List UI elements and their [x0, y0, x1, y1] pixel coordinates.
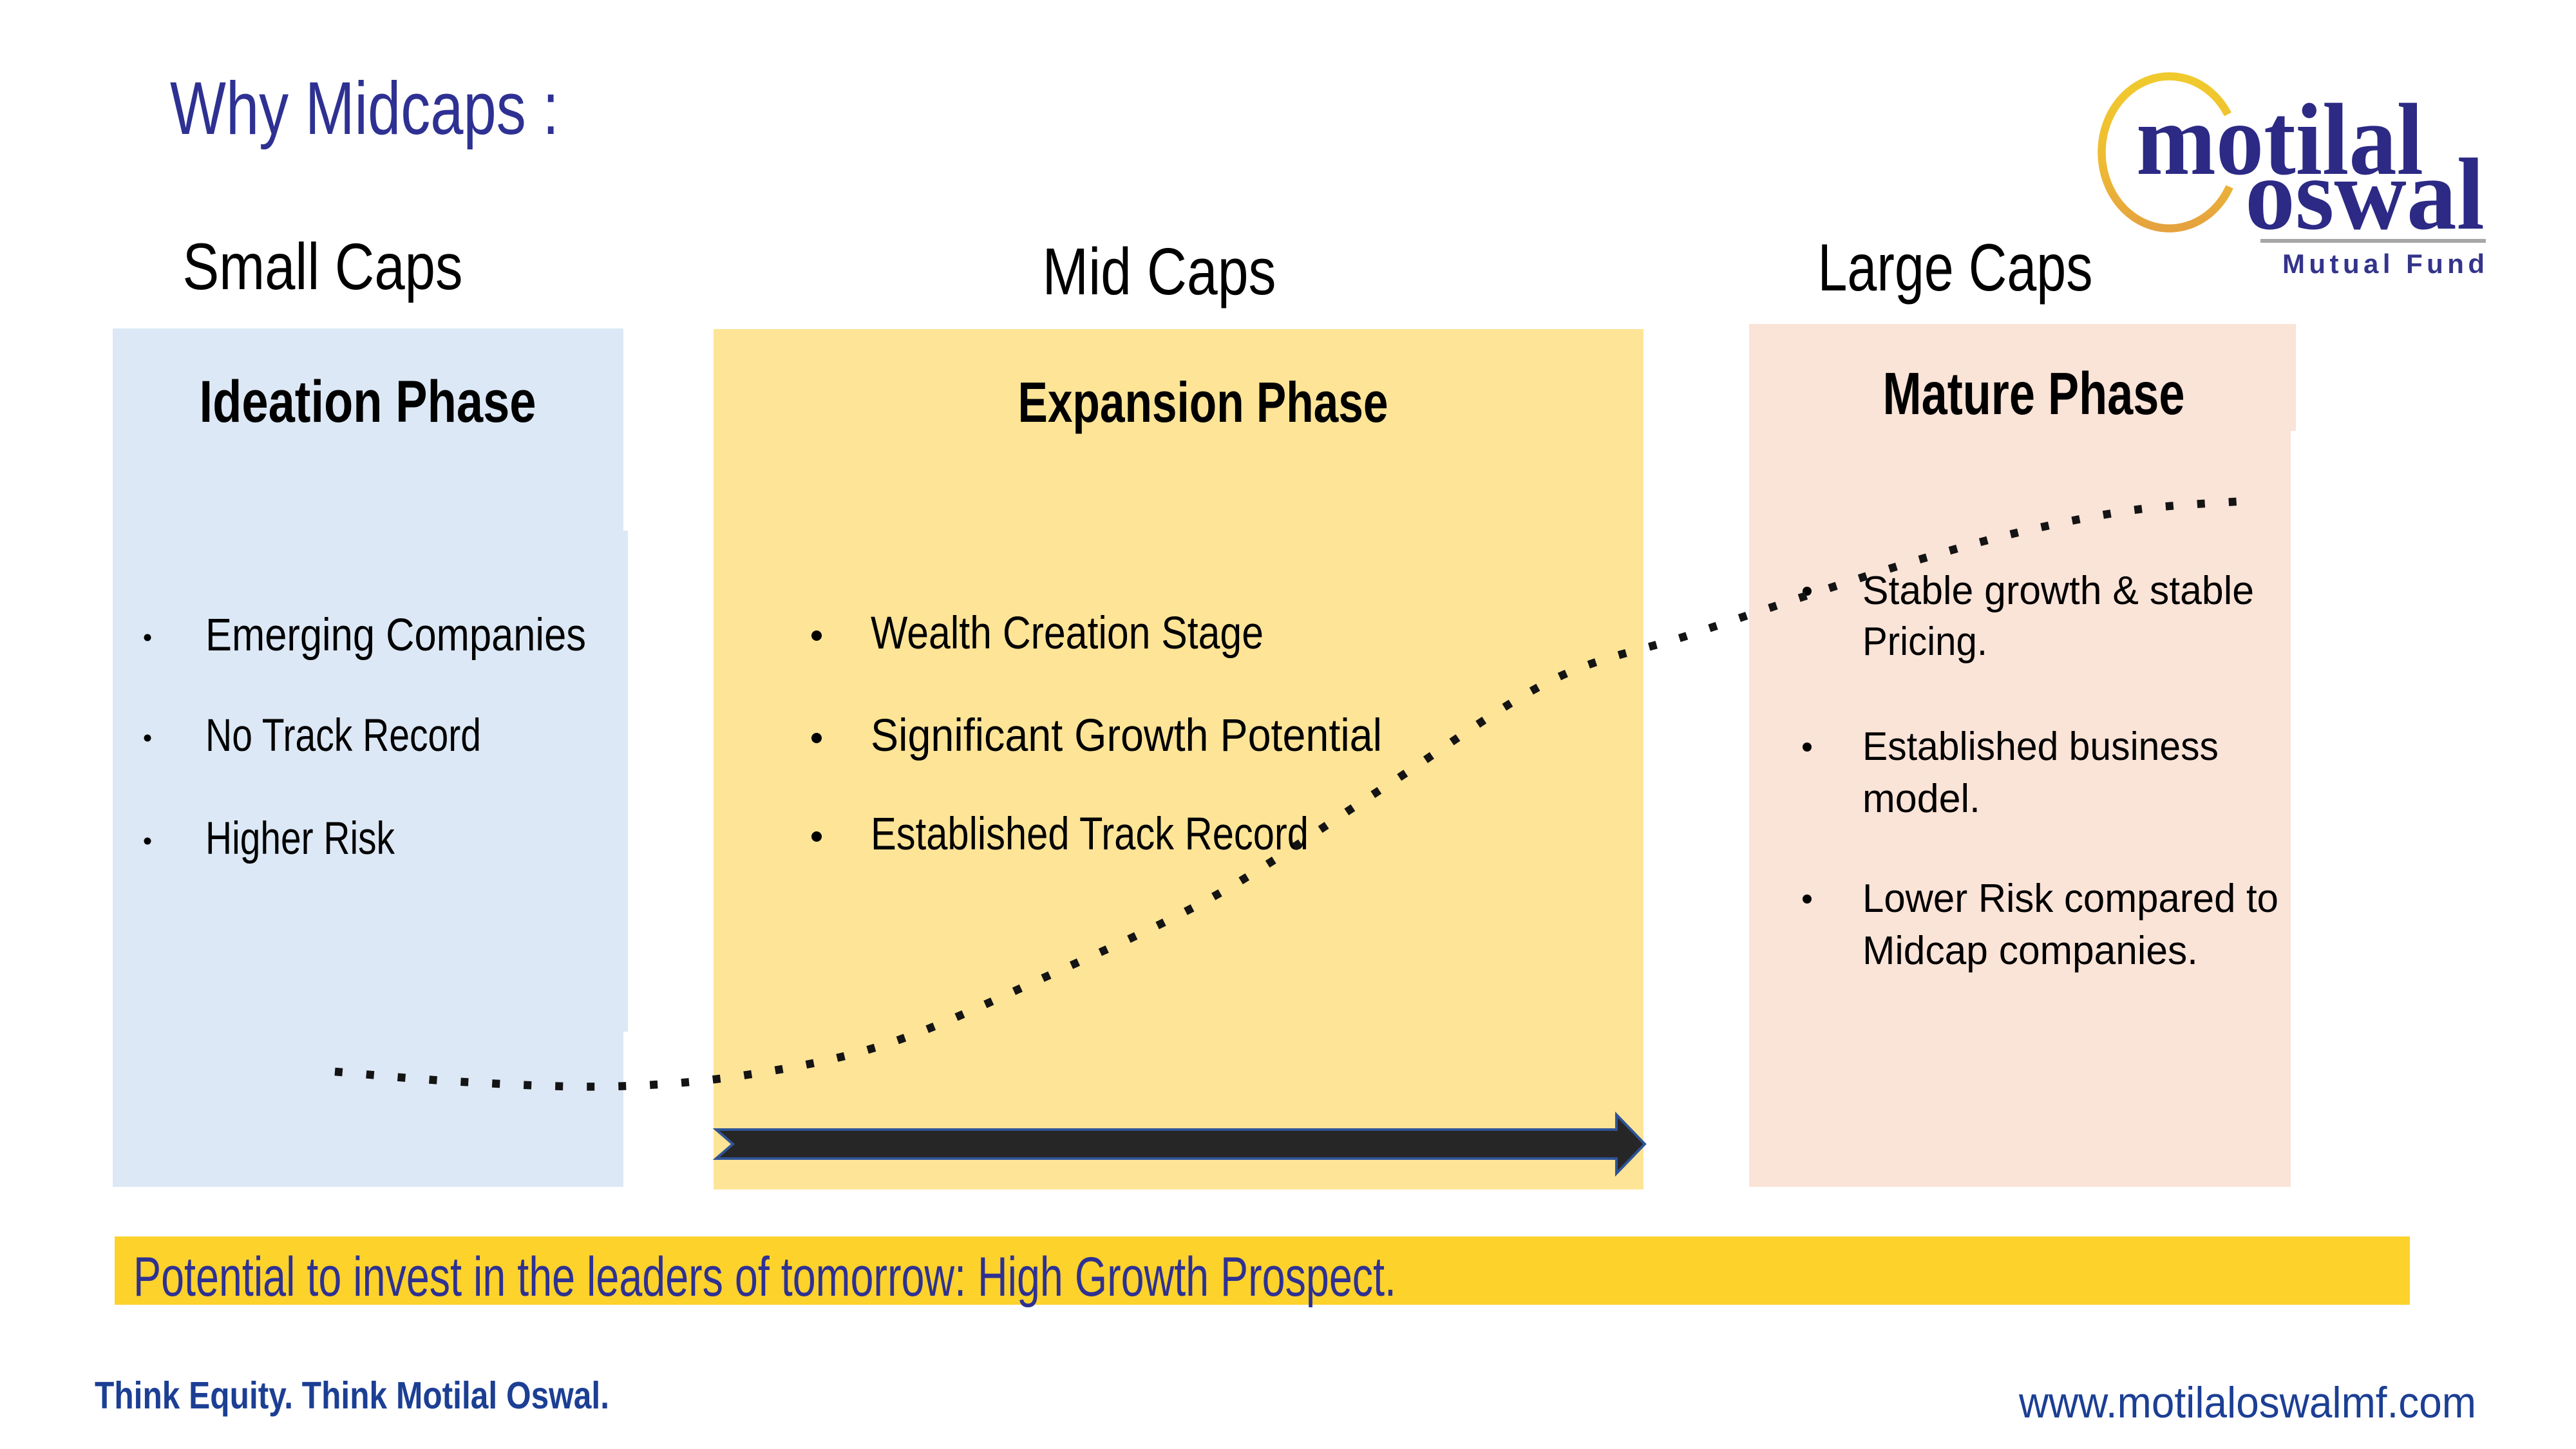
svg-text:Expansion Phase: Expansion Phase: [1018, 370, 1388, 434]
svg-text:Established Track Record: Established Track Record: [871, 809, 1309, 860]
svg-text:Mutual Fund: Mutual Fund: [2282, 249, 2485, 279]
svg-text:model.: model.: [1862, 777, 1980, 821]
svg-text:oswal: oswal: [2245, 138, 2485, 251]
svg-text:Emerging Companies: Emerging Companies: [205, 610, 586, 661]
svg-text:Established business: Established business: [1862, 724, 2219, 769]
svg-text:Midcap companies.: Midcap companies.: [1862, 929, 2198, 973]
svg-text:Why Midcaps :: Why Midcaps :: [170, 66, 559, 150]
svg-text:Pricing.: Pricing.: [1862, 620, 1987, 664]
svg-text:No Track Record: No Track Record: [205, 710, 481, 761]
svg-text:Mid Caps: Mid Caps: [1043, 234, 1276, 308]
svg-text:Mature Phase: Mature Phase: [1883, 360, 2185, 427]
svg-text:Think Equity. Think Motilal Os: Think Equity. Think Motilal Oswal.: [95, 1374, 609, 1417]
svg-text:Higher Risk: Higher Risk: [205, 813, 395, 864]
svg-text:motilal: motilal: [2136, 83, 2423, 196]
svg-text:Stable growth & stable: Stable growth & stable: [1862, 569, 2254, 613]
svg-text:Ideation Phase: Ideation Phase: [200, 369, 536, 435]
svg-text:Significant Growth Potential: Significant Growth Potential: [871, 710, 1382, 761]
svg-text:Large Caps: Large Caps: [1818, 231, 2093, 305]
svg-text:www.motilaloswalmf.com: www.motilaloswalmf.com: [2018, 1378, 2476, 1427]
svg-text:Potential to invest in the lea: Potential to invest in the leaders of to…: [133, 1246, 1396, 1308]
svg-text:Lower Risk compared to: Lower Risk compared to: [1862, 876, 2278, 921]
svg-text:Wealth Creation Stage: Wealth Creation Stage: [871, 608, 1264, 659]
svg-text:Small Caps: Small Caps: [183, 230, 463, 303]
